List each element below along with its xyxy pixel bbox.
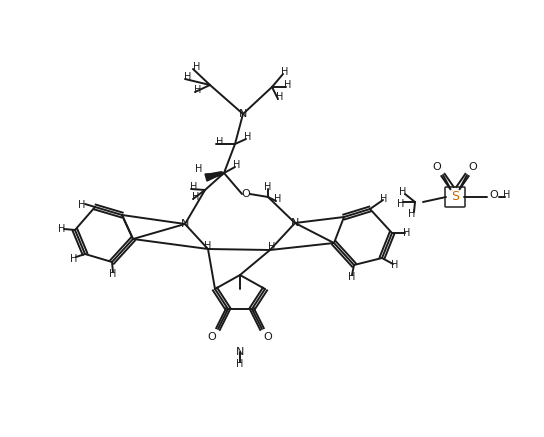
Text: H: H — [195, 164, 203, 174]
Text: H: H — [244, 132, 252, 142]
Text: O: O — [208, 332, 217, 342]
Text: H: H — [78, 200, 86, 210]
Text: H: H — [503, 190, 511, 200]
Text: H: H — [70, 254, 78, 264]
Text: H: H — [217, 137, 224, 147]
Text: H: H — [403, 228, 411, 238]
Text: O: O — [242, 189, 250, 199]
Text: H: H — [194, 85, 202, 95]
Text: H: H — [193, 192, 200, 202]
Text: H: H — [409, 209, 416, 219]
Text: H: H — [109, 269, 116, 279]
Text: H: H — [205, 241, 212, 251]
Text: O: O — [468, 162, 478, 172]
Text: H: H — [193, 62, 201, 72]
Text: H: H — [233, 160, 240, 170]
Text: H: H — [276, 92, 283, 102]
Text: H: H — [190, 182, 197, 192]
Text: N: N — [239, 109, 247, 119]
Text: H: H — [348, 272, 356, 282]
Text: H: H — [58, 224, 66, 234]
Polygon shape — [205, 173, 224, 181]
Text: N: N — [181, 219, 189, 229]
Text: H: H — [399, 187, 407, 197]
Text: O: O — [432, 162, 441, 172]
Text: O: O — [264, 332, 273, 342]
Text: N: N — [291, 218, 299, 228]
Text: H: H — [380, 194, 388, 204]
Text: H: H — [397, 199, 405, 209]
Text: O: O — [490, 190, 498, 200]
Text: H: H — [184, 72, 191, 82]
Text: H: H — [268, 242, 276, 252]
Text: H: H — [281, 67, 289, 77]
Text: H: H — [285, 80, 292, 90]
Text: H: H — [391, 260, 399, 270]
Text: H: H — [236, 359, 244, 369]
FancyBboxPatch shape — [445, 187, 465, 207]
Text: H: H — [264, 182, 271, 192]
Text: H: H — [274, 194, 282, 204]
Text: N: N — [236, 347, 244, 357]
Text: S: S — [451, 191, 459, 204]
